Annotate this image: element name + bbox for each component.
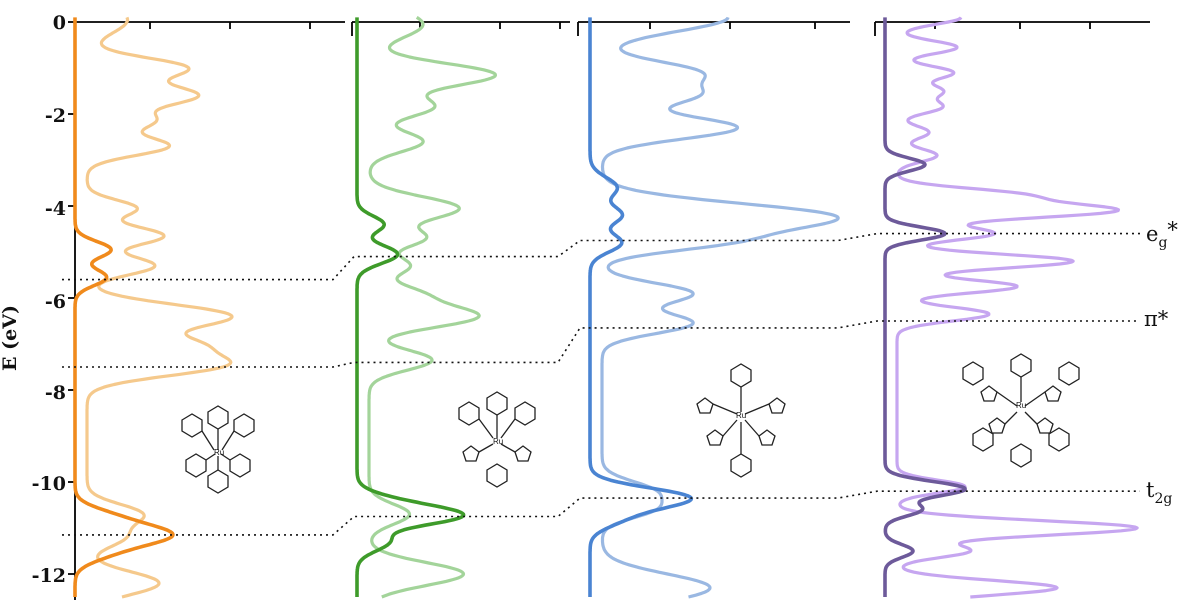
level-label-t2g: t2g [1146, 478, 1172, 507]
y-tick-label: 0 [53, 12, 66, 34]
total-dos-curve [895, 16, 1139, 599]
level-label-t2g-main: t [1146, 478, 1155, 502]
molecule-structure-4: Ru [962, 353, 1080, 468]
y-tick-label: -10 [32, 473, 66, 495]
total-dos-curve [85, 16, 234, 599]
ru-partial-dos-curve [355, 16, 466, 598]
level-label-pi: π* [1144, 307, 1169, 331]
level-label-eg: eg* [1146, 218, 1178, 251]
ru-partial-dos-curve [883, 16, 967, 598]
total-dos-curve [600, 16, 840, 599]
svg-text:Ru: Ru [736, 411, 746, 420]
axes-layer [68, 21, 1150, 600]
svg-text:Ru: Ru [493, 437, 503, 446]
ru-partial-dos-curve [588, 16, 694, 598]
molecule-structure-2: Ru [458, 391, 536, 488]
y-tick-label: -2 [45, 105, 66, 127]
level-label-t2g-sub: 2g [1154, 491, 1172, 507]
level-correlation-line [62, 232, 1140, 281]
y-tick-labels: 0 -2 -4 -6 -8 -10 -12 [32, 12, 66, 587]
total-dos-curve [367, 16, 497, 599]
level-label-eg-sup: * [1167, 218, 1178, 242]
y-tick-label: -12 [32, 565, 66, 587]
y-axis-label: E (eV) [0, 305, 21, 371]
guides-layer [62, 232, 1140, 536]
level-label-eg-sub: g [1158, 235, 1167, 251]
y-tick-label: -6 [45, 291, 66, 313]
svg-text:Ru: Ru [214, 448, 224, 457]
y-tick-label: -8 [45, 382, 66, 404]
level-labels: eg* π* t2g [1144, 218, 1178, 507]
svg-text:Ru: Ru [1016, 401, 1026, 410]
level-correlation-line [62, 490, 1140, 536]
level-label-eg-main: e [1146, 222, 1158, 246]
ru-partial-dos-curve [73, 16, 175, 598]
curves-layer [73, 16, 1139, 599]
molecule-structure-3: Ru [696, 363, 786, 478]
y-tick-label: -4 [45, 198, 66, 220]
molecule-structure-1: Ru [181, 405, 255, 494]
level-correlation-line [62, 320, 1140, 368]
